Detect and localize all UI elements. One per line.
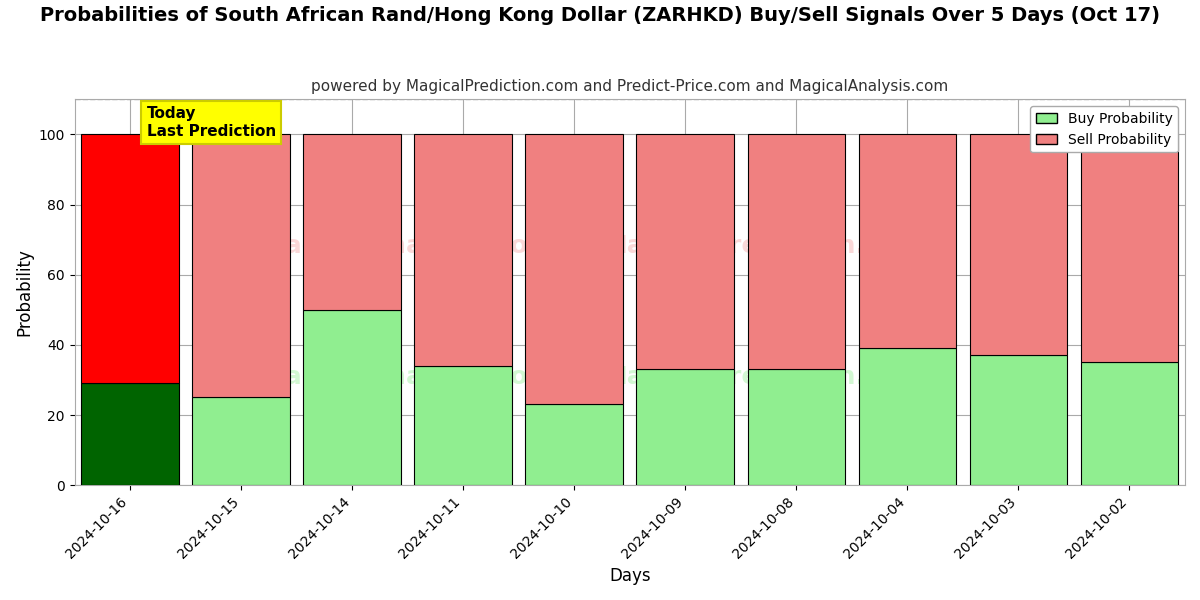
Bar [970,355,1067,485]
X-axis label: Days: Days [610,567,650,585]
Bar [304,134,401,310]
Bar [1081,134,1178,362]
Bar [192,134,290,397]
Bar [858,349,956,485]
Bar [304,310,401,485]
Bar [414,366,512,485]
Title: powered by MagicalPrediction.com and Predict-Price.com and MagicalAnalysis.com: powered by MagicalPrediction.com and Pre… [311,79,948,94]
Bar [82,383,179,485]
Bar [636,370,734,485]
Bar [636,134,734,370]
Text: Probabilities of South African Rand/Hong Kong Dollar (ZARHKD) Buy/Sell Signals O: Probabilities of South African Rand/Hong… [40,6,1160,25]
Bar [970,134,1067,355]
Text: MagicalAnalysis.com: MagicalAnalysis.com [260,234,554,258]
Bar [192,397,290,485]
Text: MagicalPrediction.com: MagicalPrediction.com [602,365,924,389]
Bar [82,134,179,383]
Bar [526,134,623,404]
Y-axis label: Probability: Probability [16,248,34,336]
Bar [748,134,845,370]
Bar [526,404,623,485]
Bar [1081,362,1178,485]
Bar [858,134,956,349]
Text: MagicalAnalysis.com: MagicalAnalysis.com [260,365,554,389]
Text: Today
Last Prediction: Today Last Prediction [146,106,276,139]
Legend: Buy Probability, Sell Probability: Buy Probability, Sell Probability [1030,106,1178,152]
Text: MagicalPrediction.com: MagicalPrediction.com [602,234,924,258]
Bar [414,134,512,366]
Bar [748,370,845,485]
